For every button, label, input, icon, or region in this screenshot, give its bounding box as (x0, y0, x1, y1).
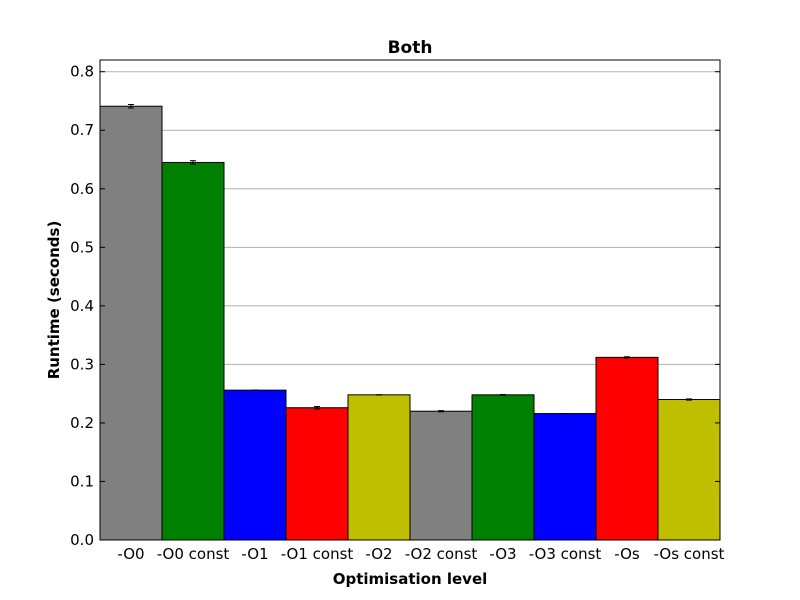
x-tick-label: -O0 const (157, 545, 230, 563)
chart-title: Both (388, 38, 433, 58)
x-tick-label: -O3 const (529, 545, 602, 563)
x-tick-label: -O1 const (281, 545, 354, 563)
x-tick-label: -Os const (654, 545, 725, 563)
x-tick-label: -O2 (365, 545, 392, 563)
bar (161, 161, 225, 541)
y-tick-label: 0.0 (70, 531, 94, 549)
x-tick-label: -O0 (117, 545, 144, 563)
x-tick-label: -O1 (241, 545, 268, 563)
x-tick-label: -O2 const (405, 545, 478, 563)
x-tick-label: -Os (614, 545, 640, 563)
y-axis-label: Runtime (seconds) (45, 221, 63, 380)
y-tick-label: 0.8 (70, 63, 94, 81)
bar (533, 413, 597, 541)
bar (347, 394, 411, 541)
y-tick-label: 0.6 (70, 180, 94, 198)
y-tick-label: 0.5 (70, 238, 94, 256)
y-tick-label: 0.1 (70, 472, 94, 490)
bar (223, 389, 287, 541)
bar (471, 394, 535, 541)
bar (595, 356, 659, 541)
bar (99, 105, 163, 541)
x-axis-label: Optimisation level (333, 570, 488, 588)
y-tick-label: 0.2 (70, 414, 94, 432)
y-axis-ticks: 0.0 0.1 0.2 0.3 0.4 0.5 0.6 0.7 0.8 (70, 63, 720, 549)
y-tick-label: 0.7 (70, 121, 94, 139)
bar (285, 407, 349, 541)
bar (409, 410, 473, 541)
x-axis-ticks: -O0 -O0 const -O1 -O1 const -O2 -O2 const -O3-… (117, 545, 724, 563)
error-bars (128, 103, 692, 415)
plot-frame (99, 59, 721, 541)
y-tick-label: 0.4 (70, 297, 94, 315)
bars (99, 105, 721, 541)
y-tick-label: 0.3 (70, 355, 94, 373)
x-tick-label: -O3 (489, 545, 516, 563)
bar (657, 399, 721, 541)
